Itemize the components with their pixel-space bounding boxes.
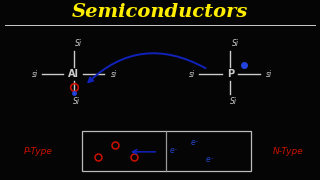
- Text: e⁻: e⁻: [191, 138, 200, 147]
- Text: e⁻: e⁻: [205, 155, 214, 164]
- Text: si: si: [266, 70, 273, 79]
- Text: Si: Si: [232, 39, 239, 48]
- FancyArrowPatch shape: [88, 53, 205, 82]
- Text: Si: Si: [75, 39, 82, 48]
- Bar: [82, 131, 251, 171]
- Text: e⁻: e⁻: [170, 146, 179, 155]
- Text: Semiconductors: Semiconductors: [72, 3, 248, 21]
- Text: si: si: [110, 70, 117, 79]
- Text: Si: Si: [73, 97, 80, 106]
- Text: Al: Al: [68, 69, 79, 79]
- Text: si: si: [32, 70, 38, 79]
- Text: P-Type: P-Type: [24, 147, 53, 156]
- Text: P: P: [227, 69, 234, 79]
- Text: N-Type: N-Type: [273, 147, 303, 156]
- Text: si: si: [189, 70, 195, 79]
- Text: Si: Si: [230, 97, 237, 106]
